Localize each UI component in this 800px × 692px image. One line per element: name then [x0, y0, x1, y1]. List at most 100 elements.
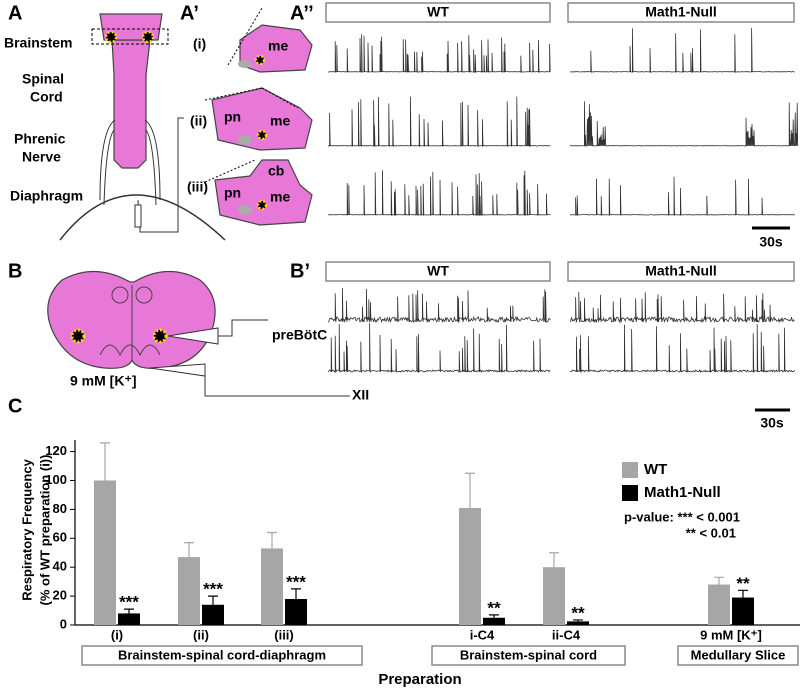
panel-label: A [8, 2, 22, 24]
y-tick-label: 100 [45, 472, 67, 487]
y-tick-label: 120 [45, 443, 67, 458]
region-label: Phrenic [14, 131, 66, 147]
bar [178, 557, 200, 625]
group-box [431, 645, 626, 666]
region-label: me [270, 113, 290, 129]
header: Math1-Null [645, 4, 717, 20]
significance-label: ** [487, 598, 501, 617]
panel-label: B’ [290, 260, 310, 282]
x-tick-label: (i) [111, 627, 123, 642]
region-label: Cord [30, 89, 63, 105]
y-axis-label: (% of WT preparation (i)) [37, 455, 52, 606]
bar [483, 617, 505, 625]
error-bar [489, 614, 499, 618]
y-tick-label: 60 [53, 530, 67, 545]
legend-label: WT [644, 461, 667, 478]
y-tick-label: 0 [60, 616, 67, 631]
panel-label: C [8, 395, 22, 417]
slice-drawing [47, 270, 350, 397]
pvalue-note: ** < 0.01 [686, 525, 736, 540]
y-axis-label: Respiratory Frequency [19, 458, 34, 600]
scale-label: 30s [759, 234, 783, 250]
legend-swatch [622, 485, 638, 501]
region-label: Spinal [22, 71, 64, 87]
error-bar [573, 619, 583, 622]
site-label: preBötC [272, 327, 327, 343]
spinal-cord-drawing [59, 13, 226, 241]
region-label: me [268, 38, 288, 54]
trace [569, 324, 796, 373]
x-tick-label: 9 mM [K⁺] [700, 627, 762, 642]
trace [327, 287, 551, 324]
group-box [81, 645, 363, 666]
region-label: pn [224, 109, 241, 125]
x-tick-label: (iii) [274, 627, 294, 642]
region-label: pn [224, 185, 241, 201]
group-label: Brainstem-spinal cord-diaphragm [118, 647, 326, 662]
y-tick-label: 20 [53, 588, 67, 603]
site-label: XII [352, 387, 369, 403]
prep-label: (iii) [187, 179, 208, 195]
error-bar [465, 472, 475, 508]
group-box [677, 645, 799, 666]
header-box [325, 261, 551, 282]
bar [285, 598, 307, 625]
significance-label: ** [571, 603, 585, 622]
bar [94, 480, 116, 625]
prep-label: (ii) [190, 113, 207, 129]
x-tick-label: ii-C4 [552, 627, 581, 642]
region-label: cb [268, 163, 284, 179]
group-label: Brainstem-spinal cord [460, 647, 597, 662]
trace [570, 28, 795, 74]
pvalue-note: p-value: *** < 0.001 [624, 509, 740, 524]
panel-label: A’ [180, 2, 199, 24]
preparation-drawings [204, 7, 313, 226]
trace [569, 291, 795, 324]
error-bar [184, 542, 194, 558]
region-label: me [270, 189, 290, 205]
error-bar [208, 595, 218, 605]
trace [569, 101, 799, 147]
header: WT [427, 4, 449, 20]
bar [261, 548, 283, 625]
x-tick-label: i-C4 [470, 627, 495, 642]
bar [459, 507, 481, 625]
trace [327, 322, 551, 374]
significance-label: *** [203, 580, 223, 599]
condition-label: 9 mM [K⁺] [70, 373, 137, 389]
trace [328, 34, 551, 74]
legend-swatch [622, 462, 638, 478]
region-label: Diaphragm [10, 188, 83, 204]
trace [327, 170, 551, 217]
legend-label: Math1-Null [644, 484, 721, 501]
header-box [325, 2, 551, 23]
trace [569, 176, 795, 217]
error-bar [738, 589, 748, 598]
bar [732, 597, 754, 625]
error-bar [267, 531, 277, 549]
bar [708, 584, 730, 625]
header: WT [427, 263, 449, 279]
error-bar [291, 588, 301, 599]
region-label: Nerve [22, 149, 61, 165]
header-box [567, 2, 795, 23]
panel-label: B [8, 260, 22, 282]
y-tick-label: 80 [53, 501, 67, 516]
header: Math1-Null [645, 263, 717, 279]
region-label: Brainstem [4, 35, 72, 51]
significance-label: ** [736, 574, 750, 593]
prep-label: (i) [193, 36, 206, 52]
header-box [567, 261, 795, 282]
group-label: Medullary Slice [691, 647, 786, 662]
bar [118, 613, 140, 625]
significance-label: *** [119, 593, 139, 612]
error-bar [124, 608, 134, 614]
bar [202, 604, 224, 625]
bar [543, 567, 565, 625]
significance-label: *** [286, 572, 306, 591]
panel-label: A’’ [290, 2, 314, 24]
x-tick-label: (ii) [193, 627, 209, 642]
bar [567, 621, 589, 625]
error-bar [100, 442, 110, 481]
